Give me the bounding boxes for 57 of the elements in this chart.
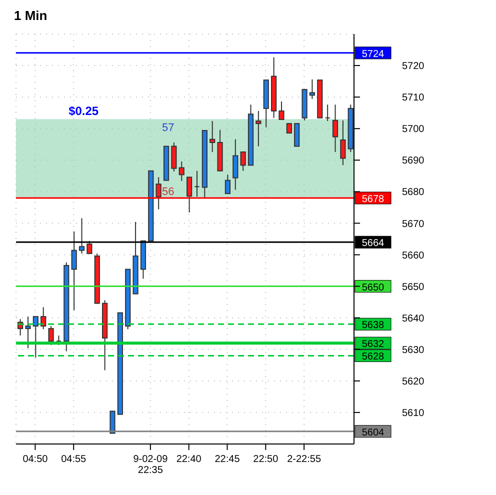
ref-line-label: 5628 xyxy=(362,352,385,363)
y-tick-label: 5660 xyxy=(402,250,425,262)
candlestick xyxy=(32,316,38,358)
ref-line-label: 5664 xyxy=(362,238,385,250)
y-tick-label: 5620 xyxy=(402,376,425,388)
candlestick xyxy=(232,138,238,190)
candlestick xyxy=(25,316,31,349)
candlestick xyxy=(194,170,200,198)
ref-line-label: 5632 xyxy=(362,339,385,350)
y-tick-label: 5720 xyxy=(402,61,425,72)
ref-line-label: 5724 xyxy=(362,48,385,60)
candlestick xyxy=(278,100,284,120)
candlestick xyxy=(186,176,192,214)
candlestick xyxy=(78,218,85,254)
x-tick-label: 22:50 xyxy=(253,454,279,465)
x-tick-label: 22:40 xyxy=(176,454,202,465)
candlestick xyxy=(156,176,162,210)
candlestick xyxy=(110,410,116,434)
ref-line-label: 5678 xyxy=(362,194,385,205)
y-tick-label: 5670 xyxy=(402,218,425,230)
y-tick-label: 5710 xyxy=(402,92,425,104)
y-tick-label: 5700 xyxy=(402,124,425,136)
candlestick xyxy=(71,230,77,311)
candlestick xyxy=(178,160,184,182)
y-tick-label: 5640 xyxy=(402,313,425,324)
candlestick xyxy=(256,110,262,147)
candlestick xyxy=(210,120,216,152)
candlestick xyxy=(48,326,54,346)
y-tick-label: 5690 xyxy=(402,156,425,167)
candlestick xyxy=(309,78,316,100)
y-tick-label: 5680 xyxy=(402,187,425,198)
x-tick-label: 04:55 xyxy=(61,454,87,465)
x-tick-label: 22:45 xyxy=(214,454,240,465)
candlestick xyxy=(340,120,346,166)
y-tick-label: 5630 xyxy=(402,344,425,356)
annotation: $0.25 xyxy=(68,104,99,118)
x-tick-label: 2-22:55 xyxy=(287,454,322,465)
x-tick-label: 9-02-09 22:35 xyxy=(133,454,168,476)
candlestick xyxy=(286,123,292,134)
candlestick xyxy=(224,174,231,194)
candlestick xyxy=(294,123,300,147)
y-tick-label: 5650 xyxy=(402,282,425,293)
candlestick xyxy=(56,335,62,346)
candlestick xyxy=(324,104,330,122)
candlestick xyxy=(332,104,338,152)
chart-title: 1 Min xyxy=(13,8,48,25)
ref-line-label: 5650 xyxy=(362,282,385,294)
x-tick-label: 04:50 xyxy=(22,454,48,465)
annotation: 57 xyxy=(162,122,174,134)
candlestick xyxy=(240,151,246,172)
candlestick xyxy=(171,142,177,172)
ref-line-label: 5604 xyxy=(362,427,385,438)
ref-line-label: 5638 xyxy=(362,320,385,332)
annotation: 56 xyxy=(162,186,174,198)
y-tick-label: 5610 xyxy=(402,408,425,420)
candlestick xyxy=(86,240,92,254)
candlestick xyxy=(40,306,46,330)
